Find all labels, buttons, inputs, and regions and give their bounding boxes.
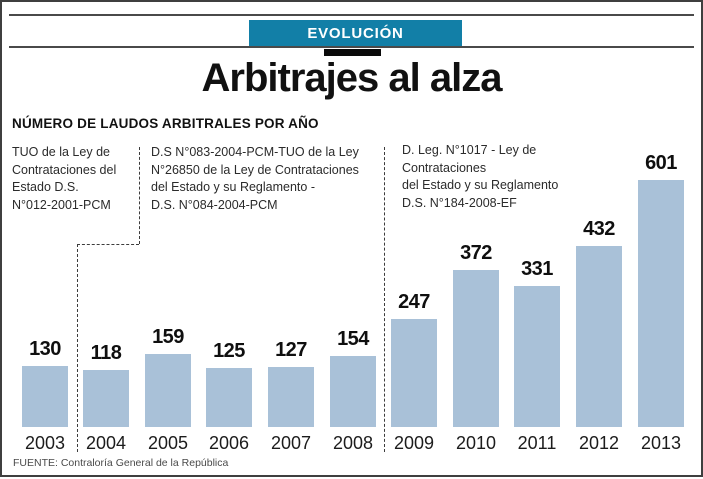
value-label-2008: 154: [337, 328, 369, 350]
dashed-separator-period1-2-lower: [77, 244, 78, 452]
law-annotation-period-3: D. Leg. N°1017 - Ley de Contrataciones d…: [402, 143, 559, 210]
bar-2010: [453, 270, 499, 427]
value-label-2010: 372: [460, 242, 492, 264]
value-label-2013: 601: [645, 152, 677, 174]
value-label-2011: 331: [521, 258, 553, 280]
year-label-2003: 2003: [24, 433, 66, 453]
dashed-separator-period1-2-elbow: [77, 244, 139, 245]
page-title: Arbitrajes al alza: [201, 56, 503, 100]
dashed-separator-period2-3: [384, 147, 385, 452]
value-label-2004: 118: [90, 342, 122, 364]
law-annotation-period-1: TUO de la Ley de Contrataciones del Esta…: [12, 145, 117, 212]
bar-2013: [638, 180, 684, 427]
evolution-badge-label: EVOLUCIÓN: [307, 25, 404, 42]
bar-2003: [22, 366, 68, 427]
year-label-2011: 2011: [517, 433, 557, 453]
year-label-2005: 2005: [147, 433, 189, 453]
top-rule: [9, 14, 694, 16]
bar-2004: [83, 370, 129, 427]
year-label-2013: 2013: [640, 433, 682, 453]
year-label-2006: 2006: [208, 433, 250, 453]
bar-2011: [514, 286, 560, 427]
bar-2007: [268, 367, 314, 427]
value-label-2006: 125: [213, 340, 245, 362]
title-tab-marker: [324, 49, 381, 56]
year-label-2010: 2010: [455, 433, 497, 453]
header-rule: [9, 46, 694, 48]
chart-subtitle: NÚMERO DE LAUDOS ARBITRALES POR AÑO: [12, 116, 319, 131]
value-label-2012: 432: [583, 218, 615, 240]
year-label-2007: 2007: [270, 433, 312, 453]
dashed-separator-period1-2-upper: [139, 147, 140, 244]
law-annotation-period-2: D.S N°083-2004-PCM-TUO de la Ley N°26850…: [151, 145, 359, 212]
year-label-2009: 2009: [393, 433, 435, 453]
year-label-2008: 2008: [332, 433, 374, 453]
evolution-badge: EVOLUCIÓN: [249, 20, 462, 47]
value-label-2007: 127: [275, 339, 307, 361]
year-label-2004: 2004: [85, 433, 127, 453]
bar-2006: [206, 368, 252, 427]
bar-2009: [391, 319, 437, 427]
year-label-2012: 2012: [578, 433, 620, 453]
bar-2012: [576, 246, 622, 427]
bar-2005: [145, 354, 191, 427]
bar-2008: [330, 356, 376, 427]
value-label-2005: 159: [152, 326, 184, 348]
value-label-2009: 247: [398, 291, 430, 313]
value-label-2003: 130: [29, 338, 61, 360]
source-credit: FUENTE: Contraloría General de la Repúbl…: [13, 457, 229, 469]
